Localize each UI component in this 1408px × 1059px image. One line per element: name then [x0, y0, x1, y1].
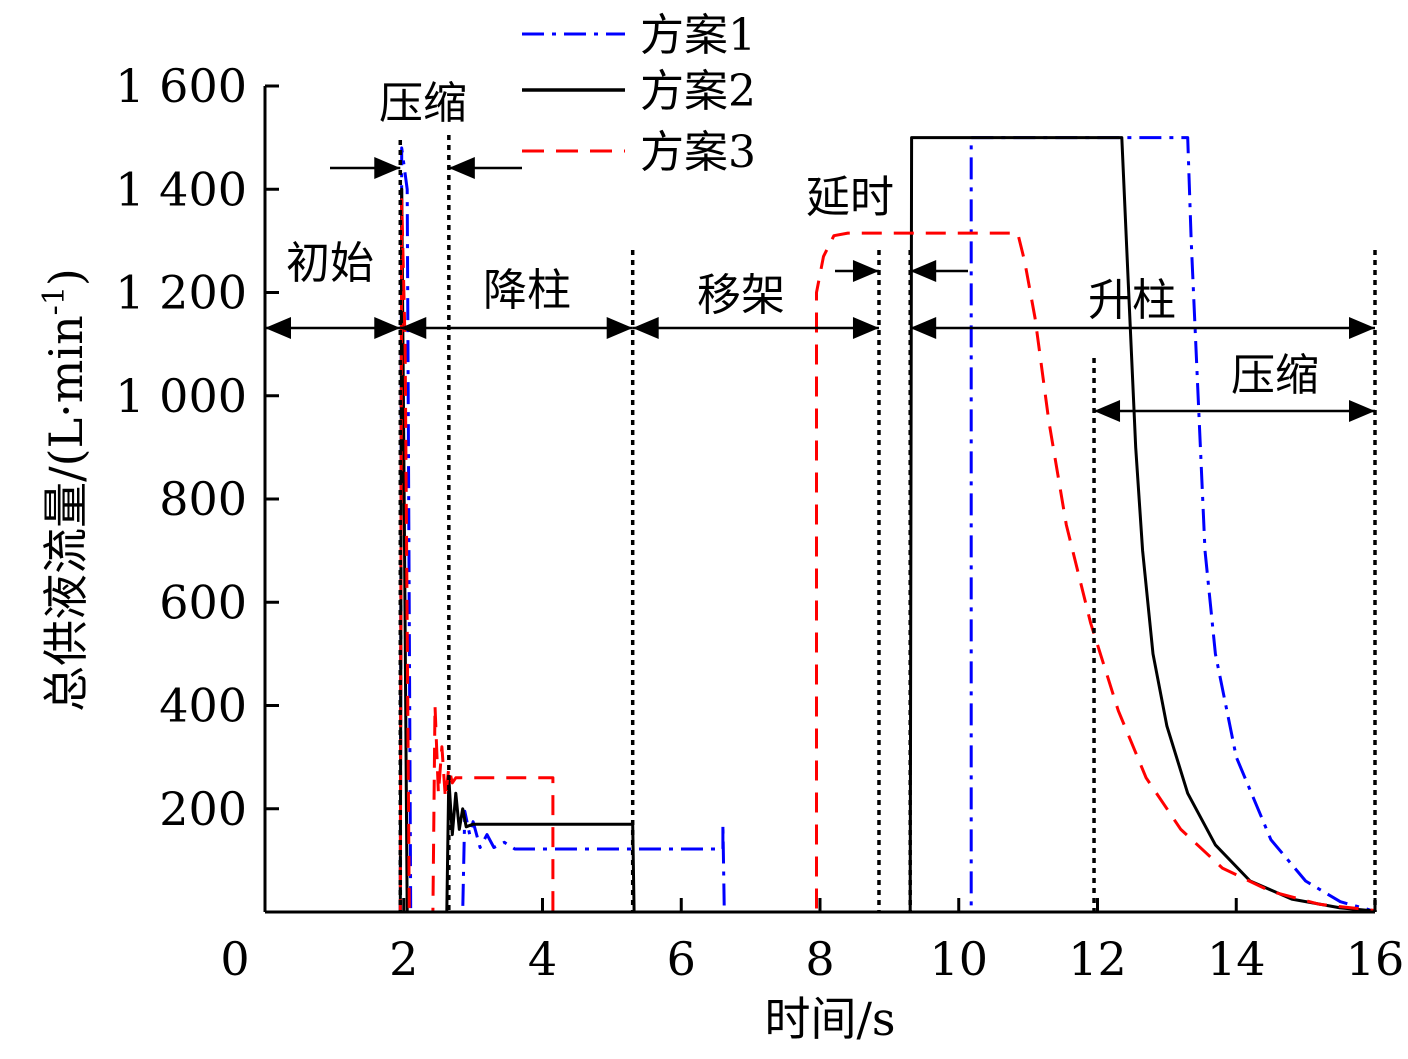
series-line-scheme2 — [265, 136, 1376, 914]
y-tick-label: 1 600 — [115, 59, 247, 113]
arrow-head — [1349, 400, 1375, 422]
y-tick-label: 200 — [159, 782, 247, 836]
legend-label-scheme2: 方案2 — [640, 66, 756, 117]
arrow-head — [400, 317, 427, 339]
label-raise: 升柱 — [1088, 275, 1176, 326]
x-tick-label: 8 — [805, 932, 834, 986]
series-line-scheme1 — [265, 136, 1376, 914]
x-tick-label: 4 — [528, 932, 557, 986]
x-tick-label: 16 — [1346, 932, 1405, 986]
y-tick-label: 1 400 — [115, 162, 247, 216]
arrow-head — [448, 157, 475, 179]
axis-ticks: 200 400 600 800 1 000 1 200 1 400 1 600 0 2 4 6 8 10 1… — [115, 59, 1404, 986]
arrow-head — [606, 317, 633, 339]
x-tick-label: 14 — [1207, 932, 1266, 986]
arrow-head — [1094, 400, 1121, 422]
y-axis-title-group: 总供液流量/(L·min-1) — [37, 268, 93, 712]
arrow-head — [374, 157, 401, 179]
y-axis-title: 总供液流量/(L·min — [39, 315, 93, 712]
x-tick-label: 6 — [667, 932, 696, 986]
arrow-head — [910, 317, 937, 339]
x-axis-title: 时间/s — [764, 992, 895, 1046]
legend: 方案1 方案2 方案3 — [522, 10, 756, 178]
label-initial: 初始 — [286, 238, 374, 289]
phase-arrows — [265, 157, 1375, 422]
label-move: 移架 — [697, 270, 785, 321]
phase-annotations: 初始 压缩 降柱 移架 延时 升柱 压缩 — [286, 78, 1319, 401]
y-tick-label: 1 000 — [115, 369, 247, 423]
label-delay: 延时 — [806, 172, 894, 223]
arrow-head — [852, 260, 879, 282]
y-tick-label: 400 — [159, 679, 247, 733]
arrow-head — [632, 317, 659, 339]
svg-text:总供液流量/(L·min-1): 总供液流量/(L·min-1) — [37, 268, 93, 712]
phase-markers — [398, 135, 1377, 912]
y-tick-label: 1 200 — [115, 266, 247, 320]
arrow-head — [374, 317, 401, 339]
arrow-head — [265, 317, 291, 339]
x-tick-label: 0 — [220, 932, 249, 986]
y-tick-label: 600 — [159, 575, 247, 629]
plot-lines — [265, 136, 1376, 914]
x-tick-label: 12 — [1068, 932, 1127, 986]
x-tick-label: 2 — [389, 932, 418, 986]
y-axis-title-exp: -1 — [37, 286, 72, 315]
label-lower: 降柱 — [483, 265, 571, 316]
y-tick-label: 800 — [159, 472, 247, 526]
label-compress1: 压缩 — [379, 78, 467, 129]
series-line-scheme3 — [265, 198, 1376, 914]
label-compress2: 压缩 — [1231, 350, 1319, 401]
arrow-head — [852, 317, 879, 339]
legend-label-scheme3: 方案3 — [640, 127, 756, 178]
legend-label-scheme1: 方案1 — [640, 10, 756, 61]
y-axis-title-close: ) — [39, 268, 93, 286]
x-tick-label: 10 — [929, 932, 988, 986]
arrow-head — [910, 260, 937, 282]
arrow-head — [1349, 317, 1375, 339]
